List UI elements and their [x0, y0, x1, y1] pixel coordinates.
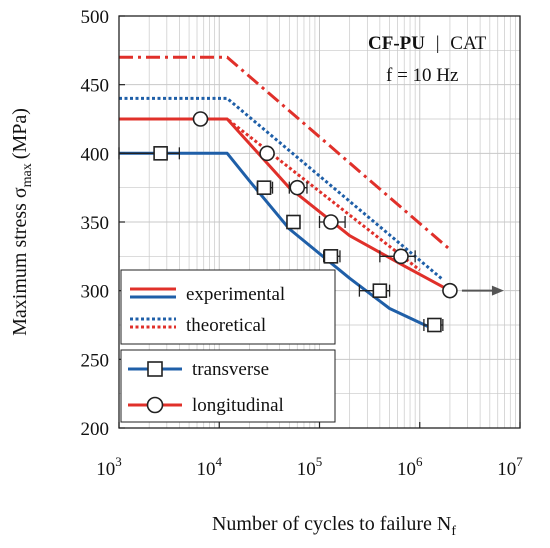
- y-axis-label: Maximum stress σmax(MPa): [9, 108, 35, 336]
- annotation-frequency: f = 10 Hz: [386, 65, 458, 86]
- legend-line-types: experimental theoretical: [120, 269, 336, 345]
- series-longitudinal-upper-bound: [119, 55, 451, 251]
- annotation-method: CAT: [450, 33, 486, 54]
- point-transverse: [256, 180, 272, 195]
- annotation: CF-PU | CAT f = 10 Hz: [368, 33, 487, 86]
- legend-longitudinal-label: longitudinal: [192, 395, 284, 416]
- legend-orientations: transverse longitudinal: [120, 349, 336, 423]
- y-tick-label: 500: [81, 7, 110, 28]
- y-tick-label: 300: [81, 282, 110, 303]
- point-longitudinal: [323, 214, 339, 230]
- legend-longitudinal-marker: [146, 396, 164, 414]
- y-tick-label: 350: [81, 213, 110, 234]
- y-tick-label: 400: [81, 144, 110, 165]
- legend-theoretical-label: theoretical: [186, 315, 266, 336]
- point-transverse: [372, 283, 388, 298]
- point-longitudinal: [289, 179, 306, 196]
- point-transverse: [323, 249, 339, 264]
- point-longitudinal: [192, 111, 209, 127]
- y-tick-label: 200: [81, 419, 110, 440]
- point-transverse: [153, 146, 168, 161]
- x-axis-label: Number of cycles to failure Nf: [212, 513, 456, 539]
- axis-ticks: 200 250 300 350 400 450 500 103 104 105 106 107: [81, 7, 524, 480]
- legend-transverse-marker: [147, 361, 163, 377]
- x-tick-label: 106: [397, 454, 423, 480]
- x-tick-label: 105: [297, 454, 323, 480]
- series-longitudinal-theoretical: [119, 117, 421, 272]
- annotation-material: CF-PU: [368, 33, 425, 54]
- y-tick-label: 450: [81, 76, 110, 97]
- data-points: [118, 111, 504, 333]
- point-transverse: [427, 317, 442, 333]
- annotation-separator: |: [436, 33, 440, 54]
- legend-line-types-box: [120, 269, 336, 345]
- point-longitudinal: [393, 248, 409, 265]
- svg-text:CF-PU | CAT: CF-PU | CAT: [368, 33, 487, 54]
- legend-transverse-label: transverse: [192, 359, 269, 380]
- runout-arrow-head: [491, 285, 504, 296]
- x-tick-label: 107: [497, 454, 523, 480]
- point-longitudinal: [442, 282, 458, 299]
- y-tick-label: 250: [81, 350, 110, 371]
- legend-experimental-label: experimental: [186, 284, 285, 305]
- point-transverse: [286, 214, 301, 230]
- x-tick-label: 103: [96, 454, 122, 480]
- x-tick-label: 104: [197, 454, 223, 480]
- point-longitudinal: [259, 145, 275, 162]
